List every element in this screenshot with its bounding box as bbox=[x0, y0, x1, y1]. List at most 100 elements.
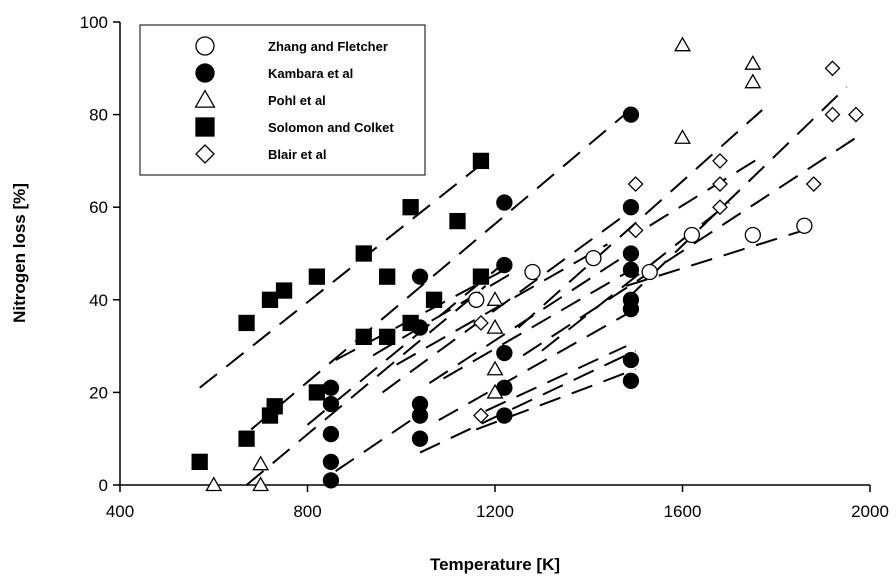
data-point-kambara-et-al bbox=[322, 453, 340, 471]
data-point-kambara-et-al bbox=[622, 199, 640, 216]
y-tick-label: 60 bbox=[89, 198, 108, 217]
trend-line bbox=[438, 308, 637, 422]
data-point-blair-et-al bbox=[805, 176, 822, 192]
trend-line bbox=[442, 266, 637, 380]
data-point-kambara-et-al bbox=[622, 261, 640, 278]
data-point-solomon-and-colket bbox=[355, 245, 372, 262]
data-point-solomon-and-colket bbox=[379, 268, 396, 285]
x-tick-label: 400 bbox=[106, 502, 134, 521]
data-point-kambara-et-al bbox=[622, 372, 640, 389]
trend-line bbox=[541, 201, 730, 352]
data-point-kambara-et-al bbox=[322, 472, 340, 489]
data-point-blair-et-al bbox=[848, 106, 864, 123]
trend-line bbox=[245, 285, 487, 486]
data-point-pohl-et-al bbox=[252, 476, 270, 492]
data-point-blair-et-al bbox=[627, 222, 644, 239]
data-point-pohl-et-al bbox=[205, 476, 223, 492]
data-point-kambara-et-al bbox=[622, 106, 640, 123]
data-point-blair-et-al bbox=[712, 152, 728, 169]
data-point-kambara-et-al bbox=[622, 351, 640, 369]
legend-label-zhang-and-fletcher: Zhang and Fletcher bbox=[268, 39, 388, 54]
data-point-pohl-et-al bbox=[252, 455, 270, 471]
data-point-blair-et-al bbox=[824, 60, 841, 77]
data-point-pohl-et-al bbox=[486, 360, 504, 376]
data-point-blair-et-al bbox=[712, 176, 728, 192]
x-tick-label: 800 bbox=[293, 502, 321, 521]
y-tick-label: 100 bbox=[80, 13, 108, 32]
data-point-solomon-and-colket bbox=[402, 314, 419, 332]
data-point-pohl-et-al bbox=[674, 129, 691, 144]
legend-box bbox=[139, 24, 426, 176]
data-point-zhang-and-fletcher bbox=[683, 226, 701, 244]
data-point-zhang-and-fletcher bbox=[468, 291, 485, 308]
legend-label-pohl-et-al: Pohl et al bbox=[268, 93, 326, 108]
legend-marker-blair-et-al bbox=[195, 144, 215, 164]
data-point-solomon-and-colket bbox=[275, 282, 293, 299]
legend-label-blair-et-al: Blair et al bbox=[268, 147, 327, 162]
data-point-solomon-and-colket bbox=[238, 430, 255, 447]
trend-line bbox=[522, 136, 857, 357]
trend-line bbox=[381, 206, 637, 394]
data-point-pohl-et-al bbox=[744, 55, 762, 70]
data-point-pohl-et-al bbox=[486, 291, 504, 306]
data-point-blair-et-al bbox=[473, 315, 489, 331]
data-point-zhang-and-fletcher bbox=[796, 217, 813, 234]
data-point-blair-et-al bbox=[824, 106, 841, 123]
data-point-kambara-et-al bbox=[622, 245, 640, 262]
data-point-pohl-et-al bbox=[486, 318, 504, 334]
trend-line bbox=[306, 261, 506, 426]
x-tick-label: 1600 bbox=[664, 502, 702, 521]
trend-line bbox=[335, 410, 426, 472]
x-tick-label: 2000 bbox=[851, 502, 889, 521]
data-point-kambara-et-al bbox=[496, 407, 513, 424]
trend-line bbox=[250, 104, 637, 431]
x-tick-label: 1200 bbox=[476, 502, 514, 521]
data-points bbox=[191, 36, 864, 492]
legend-marker-zhang-and-fletcher bbox=[195, 36, 215, 56]
data-point-pohl-et-al bbox=[674, 36, 691, 52]
data-point-zhang-and-fletcher bbox=[744, 226, 761, 244]
data-point-kambara-et-al bbox=[496, 256, 513, 274]
data-point-pohl-et-al bbox=[486, 383, 504, 399]
y-tick-label: 20 bbox=[89, 383, 108, 402]
legend-label-solomon-and-colket: Solomon and Colket bbox=[268, 120, 394, 135]
data-point-kambara-et-al bbox=[496, 194, 513, 211]
legend-marker-kambara-et-al bbox=[195, 63, 215, 83]
ticks: 400 800 1200 1600 2000 0 20 40 60 80 100 bbox=[80, 13, 889, 521]
legend-label-kambara-et-al: Kambara et al bbox=[268, 66, 353, 81]
data-point-solomon-and-colket bbox=[266, 398, 283, 415]
data-point-solomon-and-colket bbox=[449, 212, 466, 230]
data-point-solomon-and-colket bbox=[472, 268, 490, 285]
data-point-kambara-et-al bbox=[411, 407, 429, 424]
legend-marker-pohl-et-al bbox=[194, 89, 216, 108]
legend-marker-solomon-and-colket bbox=[195, 117, 215, 137]
data-point-solomon-and-colket bbox=[379, 328, 396, 345]
data-point-solomon-and-colket bbox=[308, 268, 326, 285]
data-point-blair-et-al bbox=[712, 199, 728, 216]
data-point-zhang-and-fletcher bbox=[641, 263, 658, 281]
data-point-blair-et-al bbox=[473, 407, 489, 424]
data-point-kambara-et-al bbox=[496, 344, 513, 362]
legend: Zhang and Fletcher Kambara et al Pohl et a… bbox=[139, 24, 426, 176]
trend-line bbox=[517, 109, 763, 329]
y-tick-label: 80 bbox=[89, 106, 108, 125]
trend-line bbox=[475, 368, 636, 431]
trend-line bbox=[625, 86, 848, 301]
data-point-solomon-and-colket bbox=[191, 453, 208, 471]
data-point-solomon-and-colket bbox=[425, 291, 443, 308]
y-tick-label: 0 bbox=[99, 476, 108, 495]
trend-line bbox=[485, 345, 627, 412]
y-tick-label: 40 bbox=[89, 291, 108, 310]
data-point-blair-et-al bbox=[627, 176, 644, 192]
data-point-kambara-et-al bbox=[411, 268, 429, 285]
data-point-kambara-et-al bbox=[411, 430, 429, 447]
trend-line bbox=[372, 271, 515, 357]
trend-lines bbox=[199, 86, 857, 486]
data-point-kambara-et-al bbox=[322, 425, 340, 443]
trend-line bbox=[419, 349, 637, 454]
trend-line bbox=[649, 155, 763, 227]
data-point-solomon-and-colket bbox=[472, 152, 490, 170]
x-axis-title: Temperature [K] bbox=[430, 555, 560, 574]
data-point-solomon-and-colket bbox=[308, 384, 326, 401]
